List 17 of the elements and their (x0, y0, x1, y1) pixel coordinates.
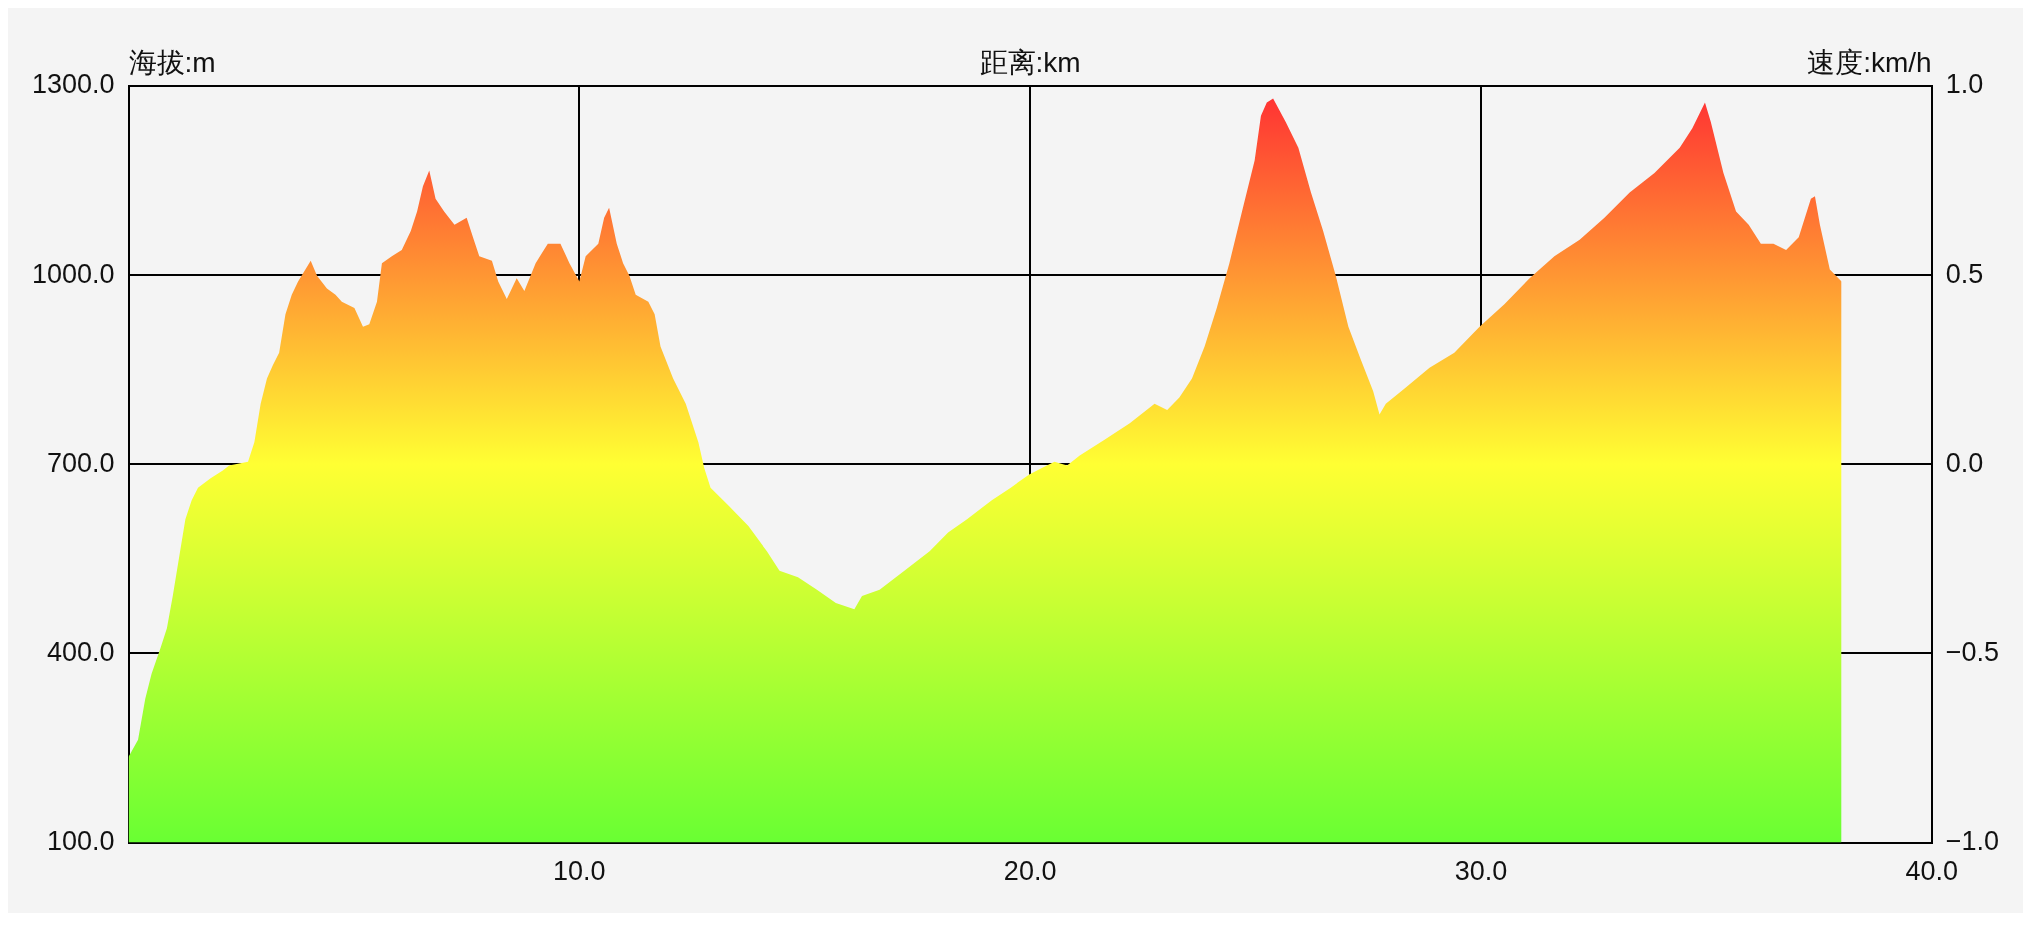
x-tick-label: 40.0 (1905, 856, 1958, 887)
y2-tick-label: −0.5 (1945, 636, 2000, 667)
y-tick-label: 700.0 (47, 447, 115, 478)
y-tick-label: 400.0 (47, 636, 115, 667)
x-axis-title: 距离:km (979, 46, 1081, 78)
y2-tick-label: 1.0 (1945, 69, 1984, 100)
y2-axis-title: 速度:km/h (1807, 46, 1932, 78)
y-tick-label: 1300.0 (31, 69, 115, 100)
y-axis-title: 海拔:m (128, 46, 216, 78)
y-tick-label: 1000.0 (31, 258, 115, 289)
y2-tick-label: 0.5 (1945, 258, 1984, 289)
x-tick-label: 30.0 (1454, 856, 1508, 887)
x-tick-label: 10.0 (553, 856, 606, 887)
y2-tick-label: 0.0 (1945, 447, 1984, 478)
y2-tick-label: −1.0 (1945, 826, 2000, 857)
x-tick-label: 20.0 (1003, 856, 1057, 887)
y-tick-label: 100.0 (47, 826, 115, 857)
